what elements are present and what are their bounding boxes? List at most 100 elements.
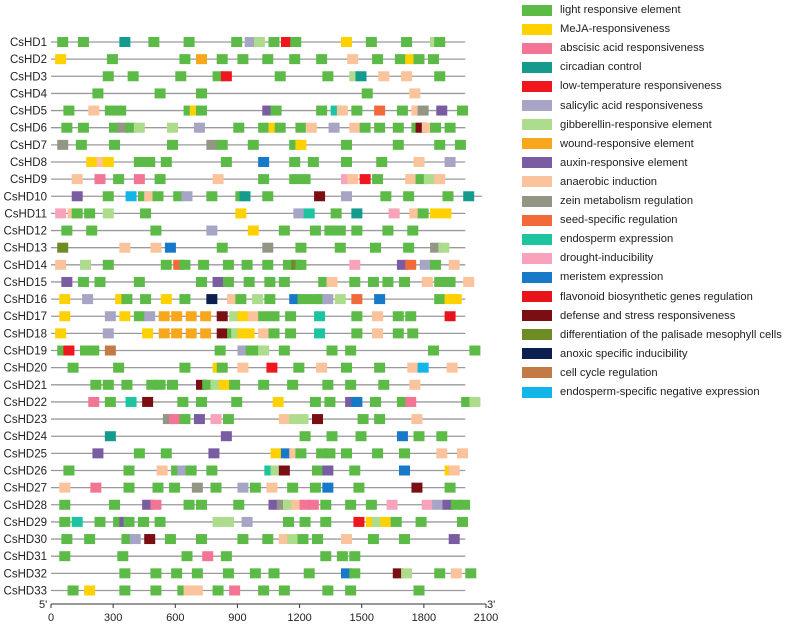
cis-element-box: light responsive element bbox=[405, 311, 417, 322]
cis-element-box: endosperm expression bbox=[303, 208, 315, 219]
cis-element-box: light responsive element bbox=[104, 105, 116, 116]
legend-item: zein metabolism regulation bbox=[522, 192, 693, 210]
cis-element-box: anaerobic induction bbox=[278, 414, 290, 425]
cis-element-box: light responsive element bbox=[316, 294, 328, 305]
cis-element-box: anaerobic induction bbox=[278, 534, 290, 545]
cis-element-box: auxin-responsive element bbox=[262, 105, 274, 116]
gene-row-cshd6: CsHD6light responsive elementlight respo… bbox=[10, 122, 466, 135]
cis-element-box: light responsive element bbox=[67, 362, 79, 373]
legend-swatch bbox=[522, 61, 552, 73]
gene-row-cshd19: CsHD19light responsive elementlow-temper… bbox=[4, 345, 481, 358]
cis-element-box: salicylic acid responsiveness bbox=[432, 499, 444, 510]
cis-element-box: light responsive element bbox=[71, 208, 83, 219]
cis-element-box: light responsive element bbox=[179, 54, 191, 65]
cis-element-box: low-temperature responsiveness bbox=[280, 37, 292, 47]
cis-element-box: light responsive element bbox=[444, 276, 456, 287]
legend-swatch bbox=[522, 195, 552, 207]
cis-element-box: light responsive element bbox=[241, 259, 253, 270]
cis-element-box: drought-inducibility bbox=[341, 174, 352, 185]
cis-element-box: light responsive element bbox=[289, 156, 301, 167]
cis-element-box: light responsive element bbox=[229, 379, 241, 390]
cis-element-box: light responsive element bbox=[268, 311, 280, 322]
cis-element-box: light responsive element bbox=[345, 499, 357, 510]
cis-element-box: anaerobic induction bbox=[347, 174, 359, 185]
cis-element-box: zein metabolism regulation bbox=[117, 122, 129, 133]
cis-element-box: light responsive element bbox=[150, 585, 162, 596]
cis-element-box: gibberellin-responsive element bbox=[210, 379, 222, 390]
cis-element-box: light responsive element bbox=[243, 276, 255, 287]
cis-element-box: light responsive element bbox=[206, 191, 218, 202]
cis-element-box: light responsive element bbox=[309, 225, 321, 236]
cis-element-box: light responsive element bbox=[179, 362, 191, 373]
cis-element-box: anaerobic induction bbox=[401, 71, 413, 82]
gene-label: CsHD10 bbox=[4, 191, 47, 203]
cis-element-box: light responsive element bbox=[293, 362, 305, 373]
cis-element-box: gibberellin-responsive element bbox=[349, 71, 361, 82]
cis-element-box: light responsive element bbox=[295, 259, 307, 270]
cis-element-box: zein metabolism regulation bbox=[276, 499, 288, 510]
cis-element-box: light responsive element bbox=[113, 362, 125, 373]
cis-element-box: gibberellin-responsive element bbox=[251, 294, 263, 305]
cis-element-box: abscisic acid responsiveness bbox=[229, 585, 241, 596]
cis-element-box: wound-responsive element bbox=[200, 311, 212, 322]
cis-element-box: salicylic acid responsiveness bbox=[322, 294, 334, 305]
gene-label: CsHD11 bbox=[4, 208, 47, 220]
cis-element-box: drought-inducibility bbox=[388, 208, 400, 219]
legend-swatch bbox=[522, 348, 552, 360]
cis-element-box: anaerobic induction bbox=[421, 122, 433, 133]
legend-swatch bbox=[522, 80, 552, 92]
cis-element-box: light responsive element bbox=[312, 465, 323, 476]
cis-element-box: defense and stress responsiveness bbox=[196, 379, 207, 390]
cis-element-box: anaerobic induction bbox=[144, 191, 156, 202]
cis-element-box: circadian control bbox=[104, 431, 116, 442]
cis-element-box: abscisic acid responsiveness bbox=[202, 551, 214, 562]
cis-element-box: MeJA-responsiveness bbox=[59, 294, 71, 305]
legend-swatch bbox=[522, 291, 552, 302]
cis-element-box: light responsive element bbox=[434, 294, 446, 305]
cis-element-box: anaerobic induction bbox=[291, 499, 303, 510]
cis-element-box: low-temperature responsiveness bbox=[266, 362, 278, 373]
cis-element-box: gibberellin-responsive element bbox=[133, 122, 145, 133]
cis-element-box: light responsive element bbox=[372, 448, 384, 459]
cis-element-box: gibberellin-responsive element bbox=[212, 516, 224, 527]
cis-element-box: circadian control bbox=[239, 191, 251, 202]
cis-element-box: light responsive element bbox=[133, 156, 145, 167]
cis-element-box: MeJA-responsiveness bbox=[365, 516, 377, 527]
gene-label: CsHD5 bbox=[10, 106, 47, 118]
legend-label: circadian control bbox=[560, 61, 642, 74]
cis-element-box: light responsive element bbox=[394, 54, 406, 65]
cis-element-box: light responsive element bbox=[113, 174, 125, 185]
legend-label: endosperm-specific negative expression bbox=[560, 386, 760, 398]
gene-label: CsHD23 bbox=[4, 414, 47, 426]
cis-element-box: light responsive element bbox=[183, 499, 195, 510]
cis-element-box: light responsive element bbox=[146, 379, 158, 390]
cis-element-box: light responsive element bbox=[278, 276, 290, 287]
cis-element-box: light responsive element bbox=[357, 414, 369, 425]
cis-element-box: light responsive element bbox=[465, 568, 477, 579]
cis-element-box: MeJA-responsiveness bbox=[115, 294, 127, 305]
legend-item: seed-specific regulation bbox=[522, 211, 678, 229]
cis-element-box: salicylic acid responsiveness bbox=[181, 191, 193, 202]
gene-row-cshd2: CsHD2MeJA-responsivenesslight responsive… bbox=[10, 54, 466, 66]
cis-element-box: anaerobic induction bbox=[326, 276, 338, 287]
cis-element-box: auxin-responsive element bbox=[442, 499, 454, 510]
cis-element-box: light responsive element bbox=[372, 54, 384, 65]
cis-element-box: auxin-responsive element bbox=[268, 499, 280, 510]
cis-element-box: light responsive element bbox=[295, 122, 307, 133]
x-tick-label: 900 bbox=[228, 612, 246, 624]
cis-element-box: light responsive element bbox=[283, 516, 294, 527]
cis-element-box: light responsive element bbox=[216, 242, 228, 253]
gene-row-cshd30: CsHD30light responsive elementlight resp… bbox=[4, 534, 466, 546]
gene-label: CsHD29 bbox=[4, 517, 47, 529]
cis-element-box: light responsive element bbox=[88, 345, 100, 356]
cis-element-box: anaerobic induction bbox=[96, 156, 108, 167]
cis-element-box: light responsive element bbox=[382, 225, 394, 236]
cis-element-box: light responsive element bbox=[324, 225, 336, 236]
cis-element-box: seed-specific regulation bbox=[374, 105, 386, 116]
cis-element-box: light responsive element bbox=[392, 311, 404, 322]
cis-element-box: light responsive element bbox=[324, 448, 336, 459]
legend-swatch bbox=[522, 386, 552, 398]
cis-element-box: light responsive element bbox=[167, 379, 178, 390]
cis-element-box: MeJA-responsiveness bbox=[189, 105, 201, 116]
